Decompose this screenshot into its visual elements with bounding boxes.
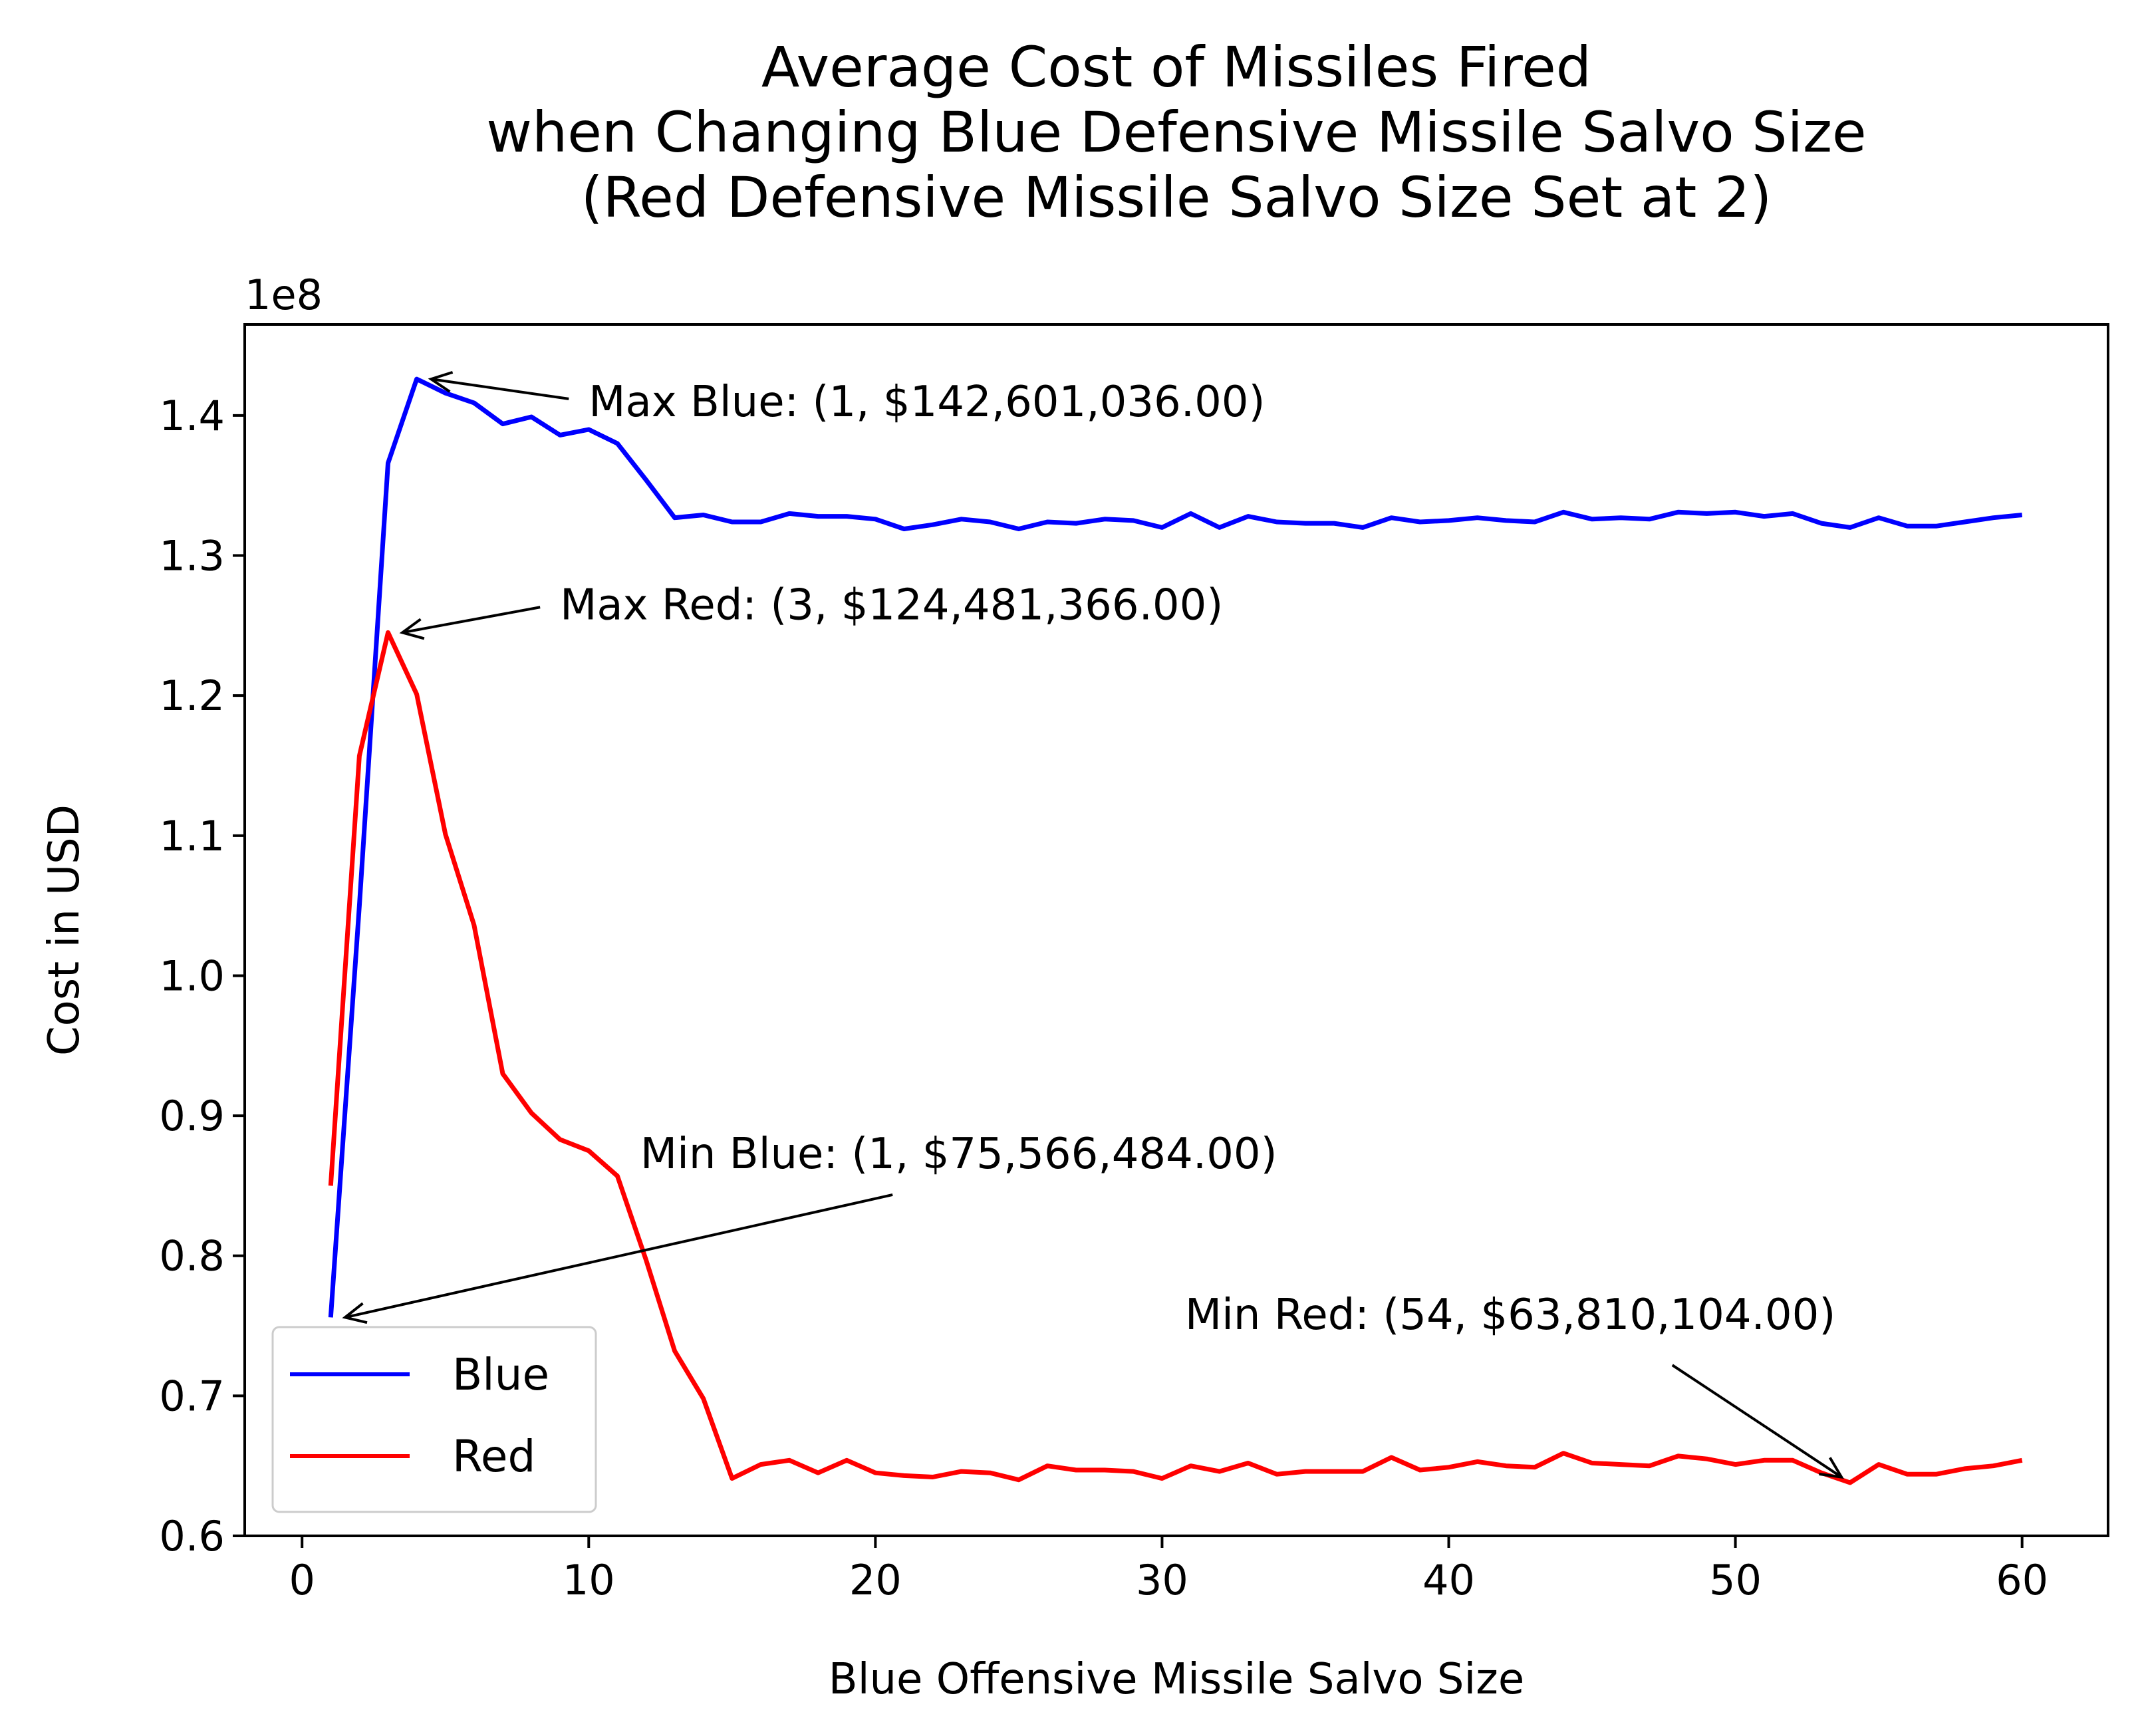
x-tick-label: 60	[1996, 1556, 2048, 1604]
annotation-arrow-1	[430, 378, 569, 400]
x-tick-label: 30	[1136, 1556, 1188, 1604]
annotation-arrowhead-1	[428, 370, 454, 393]
y-tick-label: 0.6	[159, 1512, 225, 1560]
legend-label-blue: Blue	[452, 1349, 549, 1400]
series-layer	[328, 376, 2023, 1485]
x-tick-label: 40	[1422, 1556, 1475, 1604]
x-axis-label: Blue Offensive Missile Salvo Size	[829, 1655, 1524, 1704]
annotation-arrowhead-3	[342, 1302, 368, 1324]
y-tick-label: 0.7	[159, 1372, 225, 1420]
chart-title-line-3: (Red Defensive Missile Salvo Size Set at…	[581, 165, 1772, 230]
x-tick-label: 0	[289, 1556, 315, 1604]
y-axis-offset-label: 1e8	[245, 271, 323, 319]
annotation-label-2: Max Red: (3, $124,481,366.00)	[560, 580, 1223, 630]
y-axis-ticks: 0.6 0.7 0.8 0.9 1.0 1.1 1.2 1.3 1.4	[159, 392, 245, 1560]
y-tick-label: 1.2	[159, 672, 225, 720]
legend: Blue Red	[271, 1326, 597, 1513]
chart-title-line-2: when Changing Blue Defensive Missile Sal…	[486, 100, 1866, 165]
annotation-arrowhead-2	[399, 618, 425, 640]
x-tick-label: 10	[563, 1556, 615, 1604]
y-tick-label: 1.4	[159, 392, 225, 440]
x-axis-ticks: 0 10 20 30 40 50 60	[289, 1536, 2048, 1604]
y-tick-label: 1.0	[159, 951, 225, 1000]
x-tick-label: 50	[1709, 1556, 1762, 1604]
y-tick-label: 1.3	[159, 532, 225, 580]
series-line-red	[328, 630, 2023, 1485]
chart-title-line-1: Average Cost of Missiles Fired	[761, 35, 1591, 100]
annotation-arrowhead-4	[1819, 1457, 1844, 1479]
y-tick-label: 0.8	[159, 1232, 225, 1281]
annotation-label-3: Min Blue: (1, $75,566,484.00)	[640, 1130, 1277, 1179]
legend-label-red: Red	[452, 1431, 535, 1482]
y-tick-label: 1.1	[159, 812, 225, 860]
annotations: Max Blue: (1, $142,601,036.00) Max Red: (…	[342, 370, 1844, 1479]
plot-area-frame	[243, 323, 2109, 1537]
series-line-blue	[328, 376, 2023, 1318]
annotation-label-1: Max Blue: (1, $142,601,036.00)	[589, 378, 1265, 427]
annotation-label-4: Min Red: (54, $63,810,104.00)	[1185, 1291, 1835, 1340]
annotation-arrow-4	[1671, 1364, 1843, 1479]
y-axis-label: Cost in USD	[40, 805, 89, 1056]
annotation-arrow-3	[344, 1193, 893, 1319]
x-tick-label: 20	[849, 1556, 902, 1604]
y-tick-label: 0.9	[159, 1092, 225, 1140]
annotation-arrow-2	[402, 606, 541, 634]
